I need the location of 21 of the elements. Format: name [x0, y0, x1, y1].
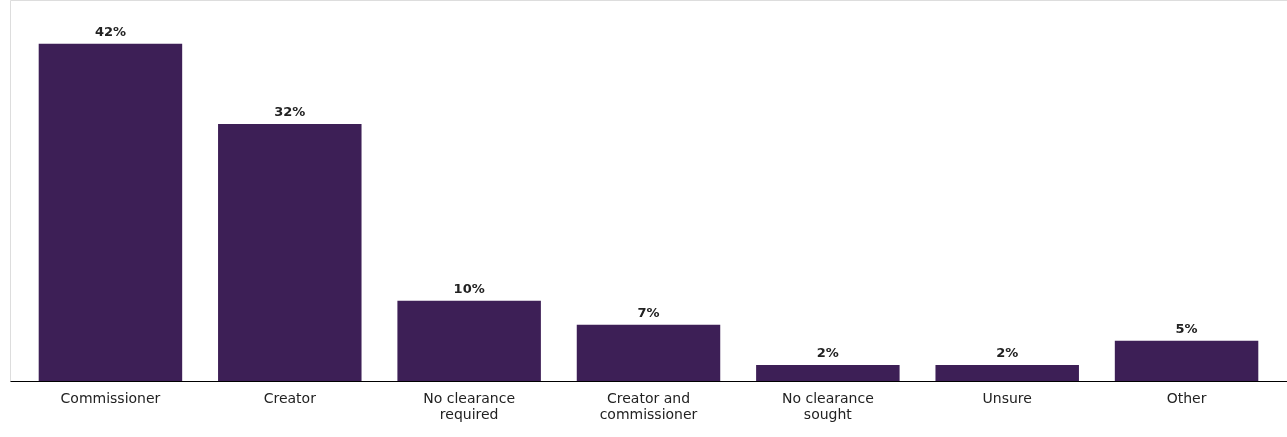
bar: [576, 324, 721, 381]
data-label: 5%: [1175, 320, 1198, 336]
bar: [756, 364, 900, 381]
x-tick-label: No clearance sought: [781, 389, 874, 422]
x-tick-label: Other: [1166, 389, 1207, 406]
bar: [38, 43, 183, 381]
x-tick-label: Unsure: [982, 389, 1032, 406]
x-tick-label: No clearance required: [423, 389, 516, 422]
bar: [218, 124, 362, 381]
data-label: 10%: [453, 280, 485, 296]
data-label: 2%: [996, 344, 1019, 360]
bar: [1114, 340, 1259, 381]
x-tick-label: Creator: [263, 389, 317, 406]
bar: [935, 364, 1079, 381]
x-tick-label: Creator and commissioner: [599, 389, 698, 422]
bar: [397, 300, 541, 381]
data-label: 32%: [274, 104, 306, 120]
data-label: 42%: [94, 23, 126, 39]
data-label: 2%: [816, 344, 839, 360]
data-label: 7%: [637, 304, 660, 320]
x-tick-label: Commissioner: [60, 389, 161, 406]
